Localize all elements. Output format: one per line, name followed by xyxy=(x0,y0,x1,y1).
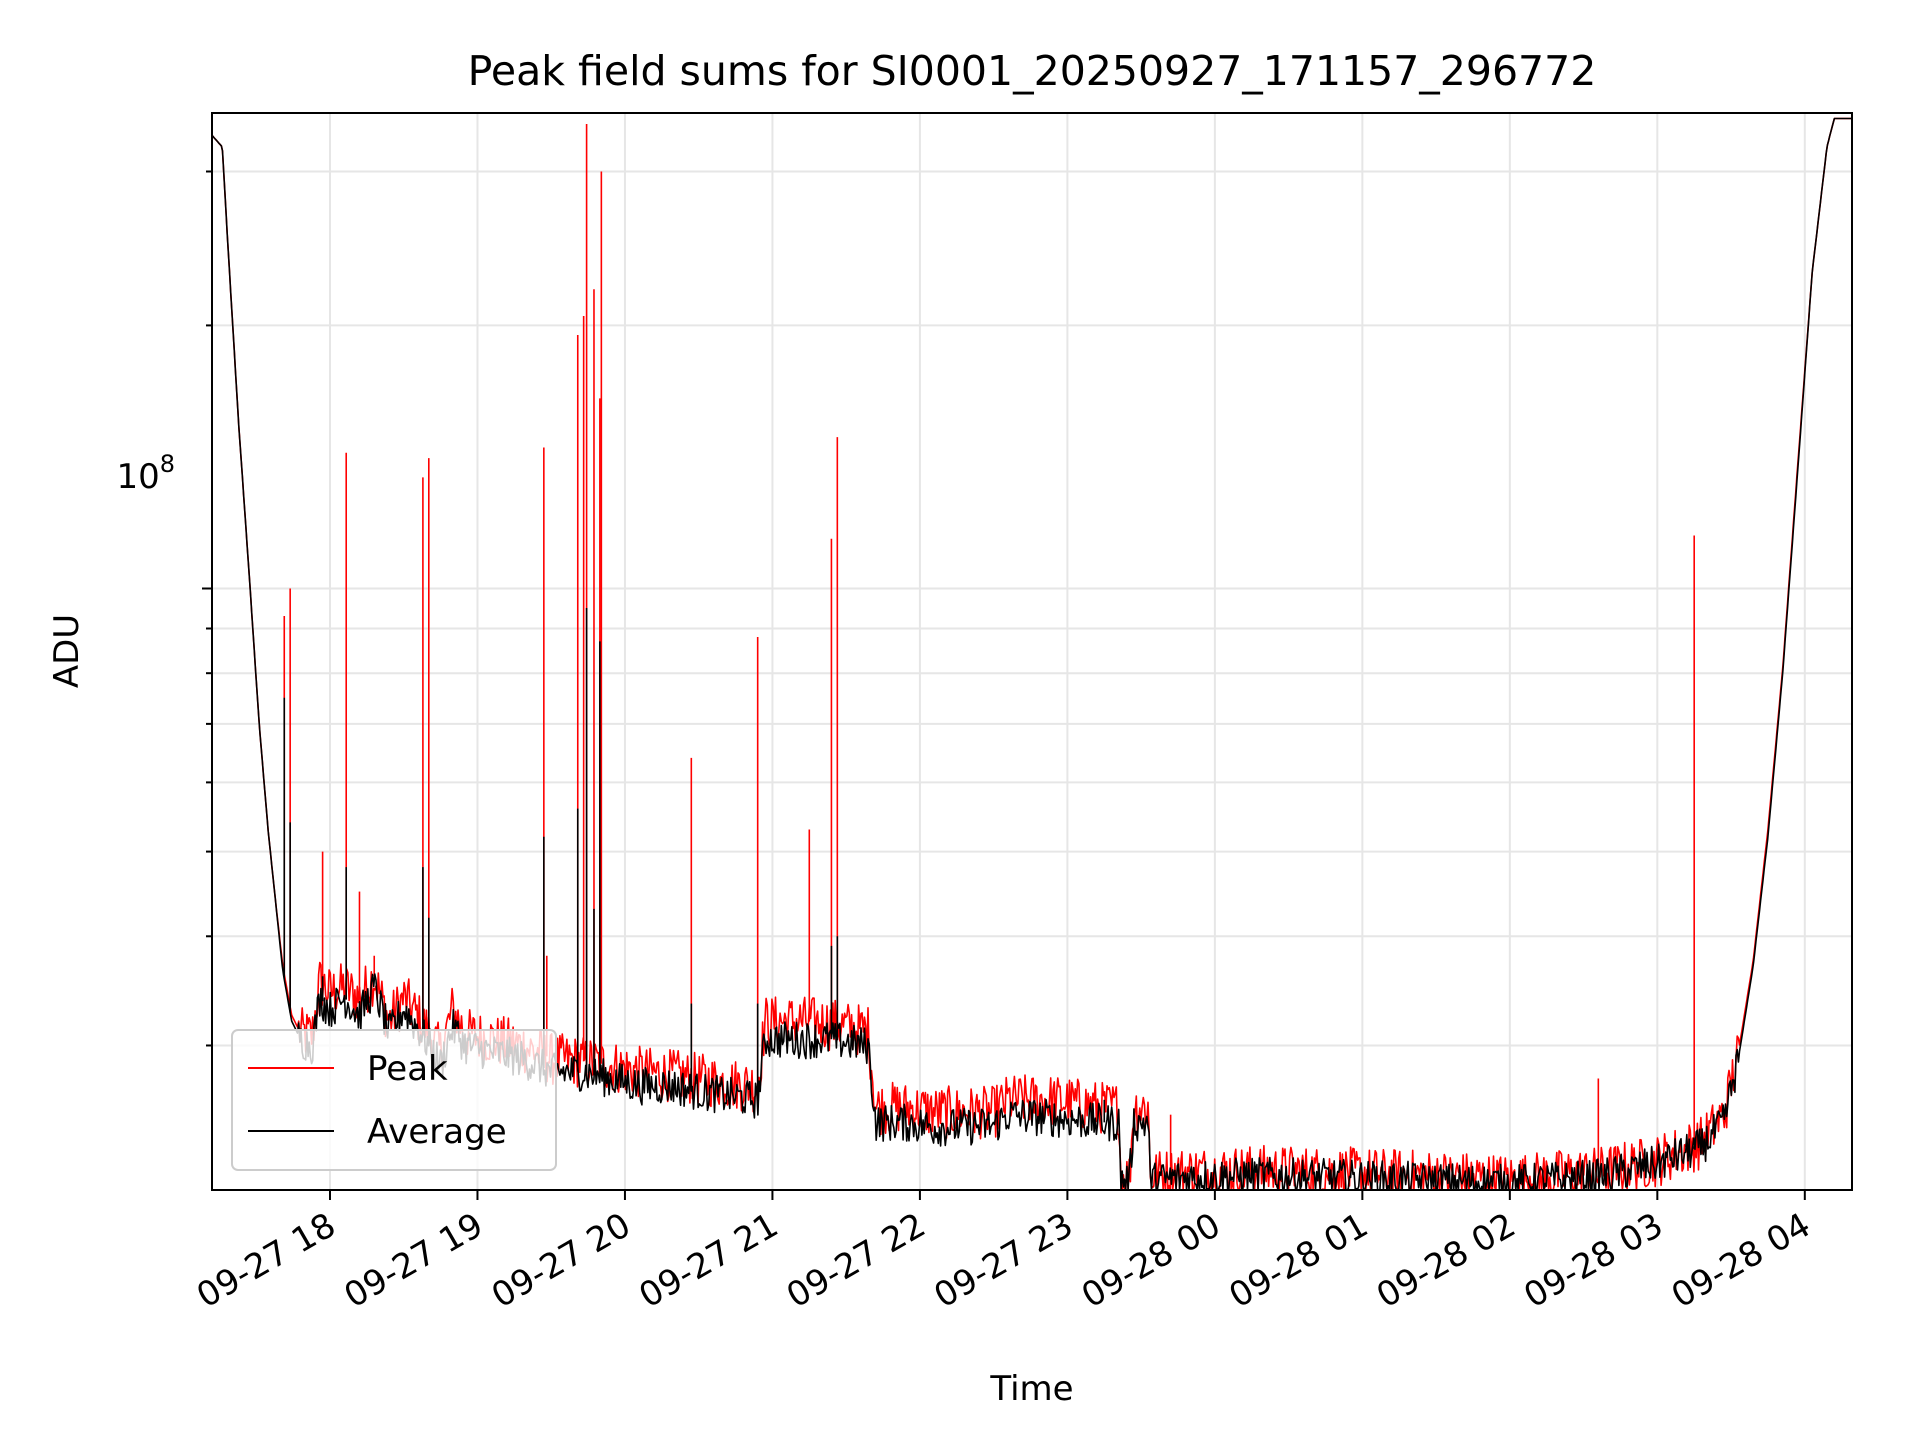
y-tick-label: 108 xyxy=(116,450,175,497)
x-axis-label: Time xyxy=(989,1369,1073,1409)
legend-box xyxy=(231,1029,557,1171)
svg-text:108: 108 xyxy=(116,450,175,497)
plot-frame xyxy=(211,112,1853,1191)
legend-label-peak: Peak xyxy=(367,1049,448,1089)
y-tick-base: 10 xyxy=(116,457,159,497)
grid xyxy=(212,113,1852,1190)
legend: Peak Average xyxy=(231,1029,557,1171)
y-tick-exponent: 8 xyxy=(160,450,175,478)
legend-label-average: Average xyxy=(367,1112,507,1152)
series-layer xyxy=(211,117,1852,1191)
chart-title: Peak field sums for SI0001_20250927_1711… xyxy=(468,47,1597,95)
y-axis-label: ADU xyxy=(47,614,87,688)
